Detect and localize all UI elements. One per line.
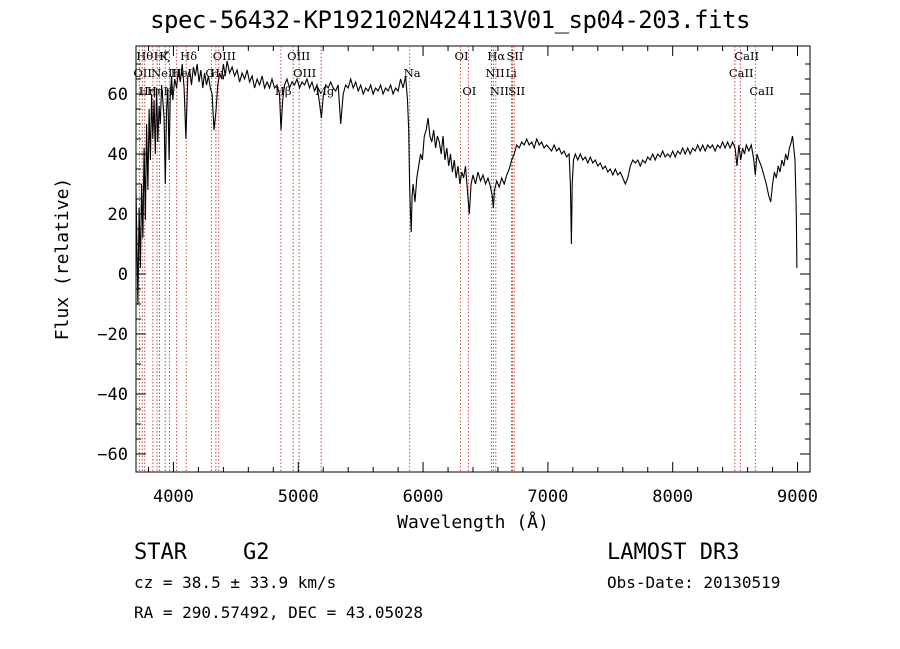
line-marker-label: OI (462, 84, 476, 98)
line-marker-label: Hδ (180, 49, 197, 63)
object-class: STAR (134, 540, 187, 565)
x-axis-label: Wavelength (Å) (397, 511, 549, 533)
line-marker-label: CaII (749, 84, 774, 98)
line-marker-label: OII (133, 66, 152, 80)
line-marker-label: NII (490, 84, 509, 98)
x-tick-label: 7000 (527, 487, 568, 507)
line-marker-label: OIII (213, 49, 236, 63)
spectrum-line (135, 60, 798, 305)
x-tick-label: 5000 (278, 487, 319, 507)
plot-frame (135, 45, 811, 473)
line-marker-label: Na (404, 66, 421, 80)
line-marker-label: SII (506, 49, 523, 63)
subclass: G2 (243, 540, 270, 565)
coordinates: RA = 290.57492, DEC = 43.05028 (134, 603, 423, 622)
y-axis-ticks: −60 −40 −20 0 20 40 60 (97, 63, 810, 465)
survey-name: LAMOST DR3 (607, 540, 740, 565)
y-axis-label: Flux (relative) (52, 178, 73, 341)
x-tick-label: 9000 (777, 487, 818, 507)
x-tick-label: 6000 (403, 487, 444, 507)
line-marker-label: CaII (729, 66, 754, 80)
line-marker-label: OI (455, 49, 469, 63)
line-marker-label: H (163, 84, 173, 98)
y-tick-label: −40 (97, 385, 128, 405)
line-marker-label: G (205, 66, 214, 80)
y-tick-label: −20 (97, 325, 128, 345)
line-marker-label: Hα (487, 49, 505, 63)
line-marker-label: OIII (293, 66, 316, 80)
line-marker-label: CaII (734, 49, 759, 63)
y-tick-label: 40 (108, 145, 128, 165)
chart-title: spec-56432-KP192102N424113V01_sp04-203.f… (150, 6, 750, 34)
y-tick-label: −60 (97, 445, 128, 465)
line-marker-label: Li (505, 66, 517, 80)
line-marker-label: NII (485, 66, 504, 80)
x-tick-label: 4000 (153, 487, 194, 507)
line-marker-label: Hζ (154, 49, 170, 63)
redshift-velocity: cz = 38.5 ± 33.9 km/s (134, 573, 337, 592)
x-axis-ticks: 4000 5000 6000 7000 8000 9000 (147, 46, 818, 507)
y-tick-label: 60 (108, 85, 128, 105)
emission-line-markers (138, 46, 756, 472)
line-marker-label: NeIII (151, 66, 182, 80)
x-tick-label: 8000 (652, 487, 693, 507)
y-tick-label: 0 (118, 265, 128, 285)
line-marker-label: SII (508, 84, 525, 98)
line-marker-label: Hθ (136, 49, 153, 63)
observation-date: Obs-Date: 20130519 (607, 573, 781, 592)
line-marker-label: K (159, 49, 168, 63)
y-tick-label: 20 (108, 205, 128, 225)
